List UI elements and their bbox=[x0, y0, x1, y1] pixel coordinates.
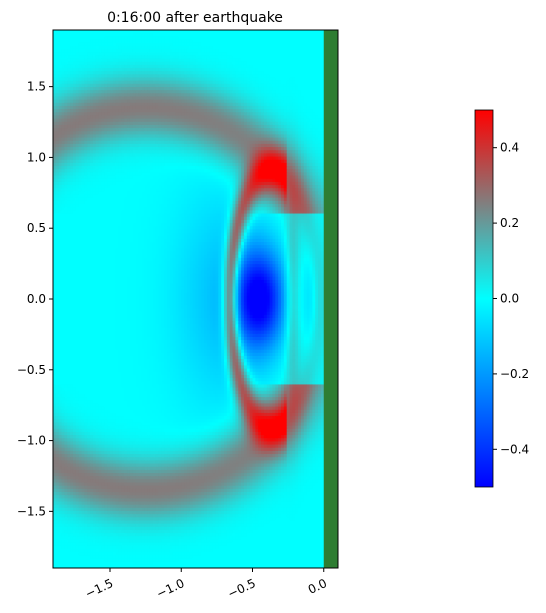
heatmap-cells bbox=[53, 30, 324, 569]
chart-title: 0:16:00 after earthquake bbox=[107, 10, 283, 26]
plot-area bbox=[53, 30, 338, 569]
